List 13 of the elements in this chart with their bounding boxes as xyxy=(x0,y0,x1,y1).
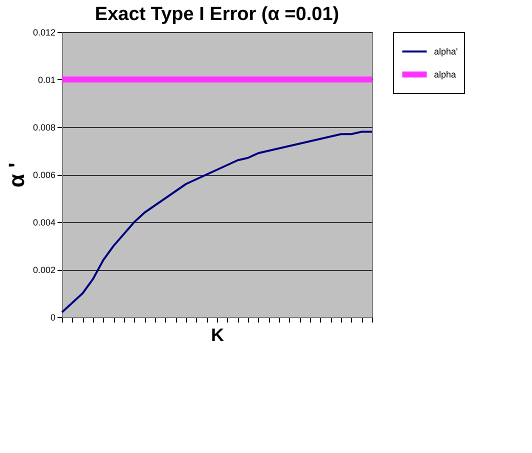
y-tick-label: 0.004 xyxy=(32,218,56,228)
legend-label: alpha' xyxy=(434,46,458,56)
y-axis-title: α ' xyxy=(4,162,29,188)
y-tick-label: 0.01 xyxy=(38,75,56,85)
chart-title: Exact Type I Error (α =0.01) xyxy=(94,4,340,25)
y-tick-label: 0.012 xyxy=(32,28,56,38)
y-tick-label: 0 xyxy=(50,312,56,322)
x-axis-title: K xyxy=(211,325,224,345)
y-tick-label: 0.008 xyxy=(32,122,56,132)
y-tick-label: 0.006 xyxy=(32,170,56,180)
y-tick-label: 0.002 xyxy=(32,265,56,275)
line-series xyxy=(61,130,373,314)
legend-label: alpha xyxy=(434,70,456,80)
